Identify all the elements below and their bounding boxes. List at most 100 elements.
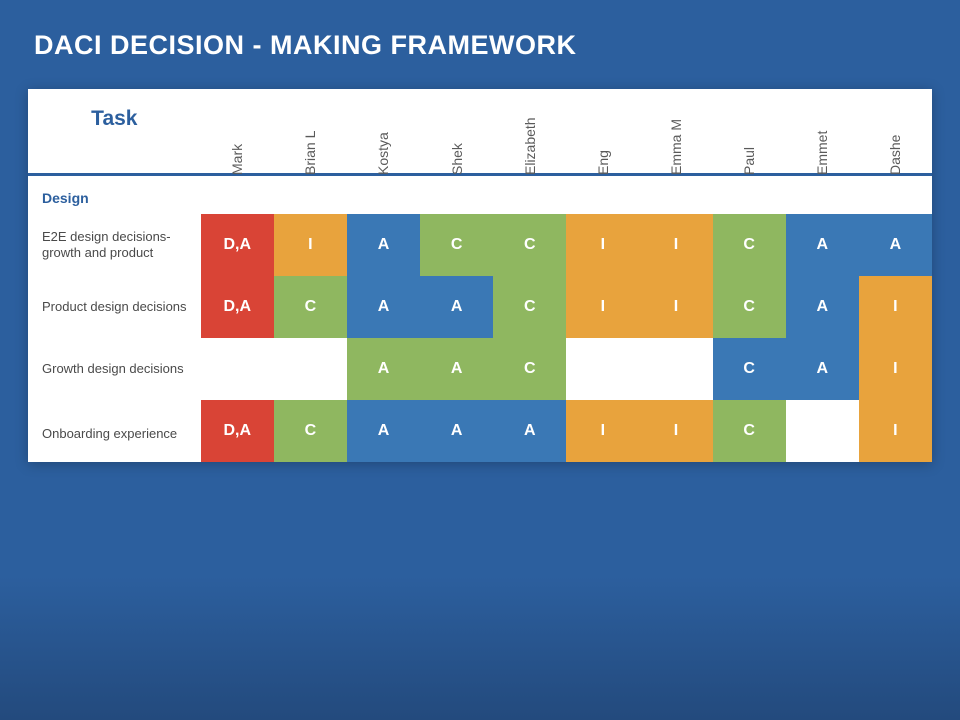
daci-cell: I — [639, 400, 712, 462]
daci-cell: A — [786, 338, 859, 400]
daci-chip: I — [639, 400, 712, 462]
person-header: Elizabeth — [493, 89, 566, 175]
row-label: E2E design decisions- growth and product — [28, 214, 201, 276]
person-header: Paul — [713, 89, 786, 175]
section-empty-cell — [639, 175, 712, 215]
daci-cell: A — [347, 338, 420, 400]
section-row: Design — [28, 175, 932, 215]
daci-chip: C — [713, 276, 786, 338]
section-empty-cell — [786, 175, 859, 215]
daci-cell: I — [639, 214, 712, 276]
daci-chip — [786, 400, 859, 462]
row-label: Growth design decisions — [28, 338, 201, 400]
section-empty-cell — [420, 175, 493, 215]
daci-cell: A — [420, 338, 493, 400]
daci-chip — [639, 338, 712, 400]
daci-chip: I — [639, 276, 712, 338]
daci-chip: I — [859, 400, 932, 462]
task-column-header: Task — [28, 89, 201, 175]
person-header: Emmet — [786, 89, 859, 175]
daci-chip: I — [859, 276, 932, 338]
daci-chip: D,A — [201, 400, 274, 462]
row-label: Onboarding experience — [28, 400, 201, 462]
daci-cell: I — [566, 276, 639, 338]
section-label: Design — [28, 175, 201, 215]
daci-chip: A — [347, 338, 420, 400]
daci-chip: C — [274, 276, 347, 338]
daci-chip: A — [420, 338, 493, 400]
daci-chip: D,A — [201, 276, 274, 338]
daci-cell: D,A — [201, 214, 274, 276]
daci-chip: A — [420, 276, 493, 338]
daci-cell — [639, 338, 712, 400]
person-name: Mark — [229, 119, 245, 179]
person-header: Dashe — [859, 89, 932, 175]
daci-cell: C — [493, 276, 566, 338]
daci-chip — [274, 338, 347, 400]
daci-cell: I — [639, 276, 712, 338]
daci-cell: C — [274, 400, 347, 462]
daci-cell: A — [420, 276, 493, 338]
daci-table: Task Mark Brian L Kostya Shek Elizabeth … — [28, 89, 932, 462]
person-header: Kostya — [347, 89, 420, 175]
daci-cell: I — [274, 214, 347, 276]
daci-cell: C — [493, 214, 566, 276]
daci-chip: C — [274, 400, 347, 462]
page-title: DACI DECISION - MAKING FRAMEWORK — [34, 30, 932, 61]
daci-cell — [274, 338, 347, 400]
daci-chip: A — [493, 400, 566, 462]
daci-chip: A — [420, 400, 493, 462]
daci-chip: A — [347, 214, 420, 276]
daci-chip: I — [566, 400, 639, 462]
person-name: Emma M — [668, 119, 684, 179]
section-empty-cell — [859, 175, 932, 215]
row-label: Product design decisions — [28, 276, 201, 338]
section-empty-cell — [201, 175, 274, 215]
daci-cell: A — [859, 214, 932, 276]
daci-chip: I — [274, 214, 347, 276]
daci-cell — [566, 338, 639, 400]
header-row: Task Mark Brian L Kostya Shek Elizabeth … — [28, 89, 932, 175]
daci-cell: A — [786, 276, 859, 338]
daci-chip: I — [566, 276, 639, 338]
daci-cell: A — [420, 400, 493, 462]
daci-chip: I — [859, 338, 932, 400]
daci-cell: I — [566, 214, 639, 276]
daci-cell — [201, 338, 274, 400]
daci-chip: C — [493, 338, 566, 400]
person-name: Emmet — [814, 119, 830, 179]
daci-cell: C — [713, 400, 786, 462]
daci-chip: A — [786, 214, 859, 276]
section-empty-cell — [713, 175, 786, 215]
person-name: Elizabeth — [522, 119, 538, 179]
daci-chip: C — [713, 214, 786, 276]
person-name: Eng — [595, 119, 611, 179]
daci-cell: I — [859, 338, 932, 400]
table-row: Onboarding experienceD,ACAAAIICI — [28, 400, 932, 462]
person-name: Kostya — [375, 119, 391, 179]
daci-chip: D,A — [201, 214, 274, 276]
daci-cell: C — [420, 214, 493, 276]
table-row: E2E design decisions- growth and product… — [28, 214, 932, 276]
daci-chip: A — [859, 214, 932, 276]
daci-table-card: Task Mark Brian L Kostya Shek Elizabeth … — [28, 89, 932, 462]
daci-chip — [566, 338, 639, 400]
person-name: Dashe — [887, 119, 903, 179]
daci-cell: A — [493, 400, 566, 462]
daci-chip — [201, 338, 274, 400]
daci-chip: A — [786, 338, 859, 400]
daci-chip: C — [420, 214, 493, 276]
daci-chip: I — [639, 214, 712, 276]
daci-cell — [786, 400, 859, 462]
daci-cell: C — [493, 338, 566, 400]
daci-cell: I — [859, 276, 932, 338]
daci-chip: C — [493, 214, 566, 276]
daci-cell: D,A — [201, 276, 274, 338]
daci-cell: A — [347, 400, 420, 462]
daci-chip: C — [713, 400, 786, 462]
daci-chip: I — [566, 214, 639, 276]
daci-cell: I — [566, 400, 639, 462]
daci-cell: I — [859, 400, 932, 462]
section-empty-cell — [493, 175, 566, 215]
section-empty-cell — [274, 175, 347, 215]
